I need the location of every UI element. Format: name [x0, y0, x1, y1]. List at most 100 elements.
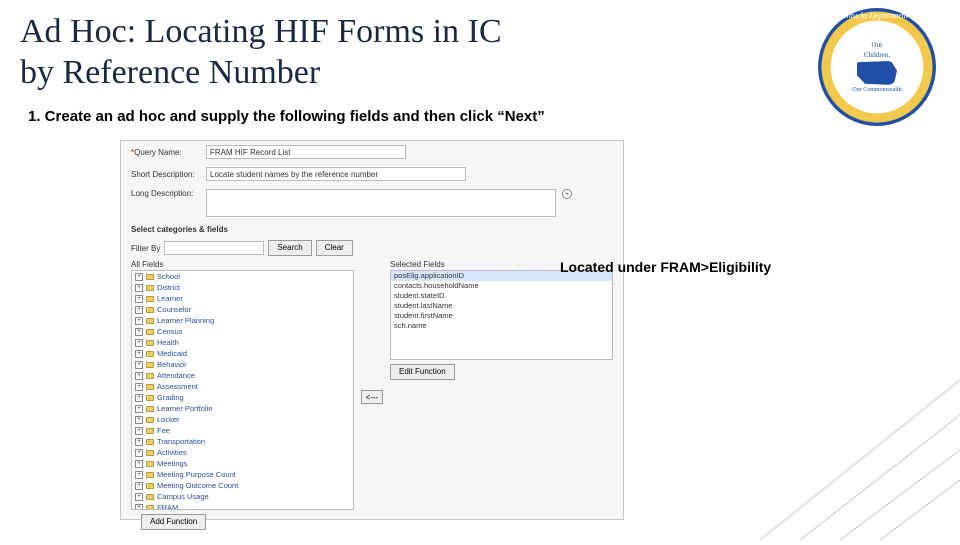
all-fields-tree[interactable]: +School+District+Learner+Counselor+Learn… [131, 270, 354, 510]
key-icon [146, 318, 154, 324]
key-icon [146, 351, 154, 357]
expand-icon[interactable]: + [135, 427, 143, 435]
short-desc-label: Short Description: [131, 170, 206, 179]
expand-icon[interactable]: + [135, 372, 143, 380]
tree-item-label: Meetings [157, 458, 187, 469]
expand-icon[interactable]: + [135, 361, 143, 369]
tree-item[interactable]: +Meeting Outcome Count [132, 480, 353, 491]
tree-item[interactable]: + Meeting Purpose Count [132, 469, 353, 480]
expand-icon[interactable]: + [135, 449, 143, 457]
tree-item[interactable]: +Locker [132, 414, 353, 425]
tree-item-label: Meeting Purpose Count [157, 469, 236, 480]
tree-item-label: Fee [157, 425, 170, 436]
logo-commonwealth: Our Commonwealth [852, 87, 901, 93]
key-icon [146, 373, 154, 379]
key-icon [146, 428, 154, 434]
search-button[interactable]: Search [268, 240, 311, 256]
tree-item[interactable]: + Grading [132, 392, 353, 403]
all-fields-label: All Fields [131, 260, 354, 270]
tree-item-label: Learner Planning [157, 315, 214, 326]
tree-item[interactable]: +School [132, 271, 353, 282]
tree-item[interactable]: + Counselor [132, 304, 353, 315]
tree-item[interactable]: + Learner Planning [132, 315, 353, 326]
key-icon [146, 307, 154, 313]
tree-item-label: Counselor [157, 304, 191, 315]
expand-icon[interactable]: + [135, 482, 143, 490]
tree-item[interactable]: + Medicaid [132, 348, 353, 359]
tree-item[interactable]: + Fee [132, 425, 353, 436]
corner-decoration [740, 360, 960, 540]
selected-fields-list[interactable]: posElig.applicationIDcontacts.householdN… [390, 270, 613, 360]
expand-icon[interactable]: + [135, 350, 143, 358]
tree-item-label: Grading [157, 392, 184, 403]
expand-icon[interactable]: + [135, 328, 143, 336]
logo-children: Children, [864, 51, 890, 59]
expand-icon[interactable]: + [135, 306, 143, 314]
tree-item[interactable]: + Behavior [132, 359, 353, 370]
expand-icon[interactable]: + [135, 339, 143, 347]
tree-item-label: Medicaid [157, 348, 187, 359]
expand-icon[interactable]: + [135, 438, 143, 446]
tree-item[interactable]: +Attendance [132, 370, 353, 381]
query-name-label: **Query Name:Query Name: [131, 148, 206, 157]
tree-item-label: Campus Usage [157, 491, 209, 502]
expand-icon[interactable]: + [135, 295, 143, 303]
long-desc-input[interactable] [206, 189, 556, 217]
expand-icon[interactable]: + [135, 273, 143, 281]
selected-item[interactable]: student.firstName [391, 311, 612, 321]
filter-label: Filter By [131, 244, 160, 253]
expand-icon[interactable]: + [135, 284, 143, 292]
arrow-annotation [505, 265, 535, 266]
tree-item[interactable]: +Census [132, 326, 353, 337]
selected-item[interactable]: student.stateID [391, 291, 612, 301]
tree-item[interactable]: +Transportation [132, 436, 353, 447]
selected-item[interactable]: student.lastName [391, 301, 612, 311]
tree-item[interactable]: + Learner Portfolio [132, 403, 353, 414]
expand-icon[interactable]: + [135, 317, 143, 325]
key-icon [146, 362, 154, 368]
expand-icon[interactable]: + [135, 493, 143, 501]
tree-item[interactable]: +District [132, 282, 353, 293]
expand-icon[interactable]: + [135, 405, 143, 413]
clear-button[interactable]: Clear [316, 240, 353, 256]
add-function-button[interactable]: Add Function [141, 514, 206, 530]
tree-item[interactable]: + Learner [132, 293, 353, 304]
tree-item-label: Learner [157, 293, 183, 304]
callout-text: Located under FRAM>Eligibility [560, 259, 771, 275]
slide-title: Ad Hoc: Locating HIF Forms in IC by Refe… [0, 0, 960, 94]
expand-icon[interactable]: + [135, 471, 143, 479]
tree-item[interactable]: + Campus Usage [132, 491, 353, 502]
move-left-button[interactable]: <--- [361, 390, 383, 404]
logo-state-shape [857, 61, 897, 85]
logo-bottom-text: Education [861, 112, 893, 121]
expand-icon[interactable]: + [135, 416, 143, 424]
key-icon [146, 395, 154, 401]
expand-icon[interactable]: + [135, 394, 143, 402]
tree-item-label: Learner Portfolio [157, 403, 212, 414]
tree-item[interactable]: + Meetings [132, 458, 353, 469]
collapse-icon[interactable]: + [562, 189, 572, 199]
short-desc-input[interactable]: Locate student names by the reference nu… [206, 167, 466, 181]
section-header: Select categories & fields [121, 221, 623, 238]
key-icon [146, 285, 154, 291]
filter-input[interactable] [164, 241, 264, 255]
tree-item-label: Behavior [157, 359, 187, 370]
key-icon [146, 340, 154, 346]
edit-function-button[interactable]: Edit Function [390, 364, 455, 380]
title-line-1: Ad Hoc: Locating HIF Forms in IC [20, 13, 502, 50]
selected-item[interactable]: sch.name [391, 321, 612, 331]
key-icon [146, 439, 154, 445]
tree-item-label: Health [157, 337, 179, 348]
kde-logo: Kentucky Department of Our Children, Our… [818, 8, 936, 126]
selected-item[interactable]: contacts.householdName [391, 281, 612, 291]
tree-item[interactable]: +FRAM [132, 502, 353, 510]
tree-item-label: FRAM [157, 502, 178, 510]
tree-item[interactable]: + Health [132, 337, 353, 348]
tree-item[interactable]: +Activities [132, 447, 353, 458]
query-name-input[interactable]: FRAM HIF Record List [206, 145, 406, 159]
key-icon [146, 450, 154, 456]
tree-item[interactable]: +Assessment [132, 381, 353, 392]
title-line-2: by Reference Number [20, 54, 320, 91]
expand-icon[interactable]: + [135, 460, 143, 468]
expand-icon[interactable]: + [135, 383, 143, 391]
